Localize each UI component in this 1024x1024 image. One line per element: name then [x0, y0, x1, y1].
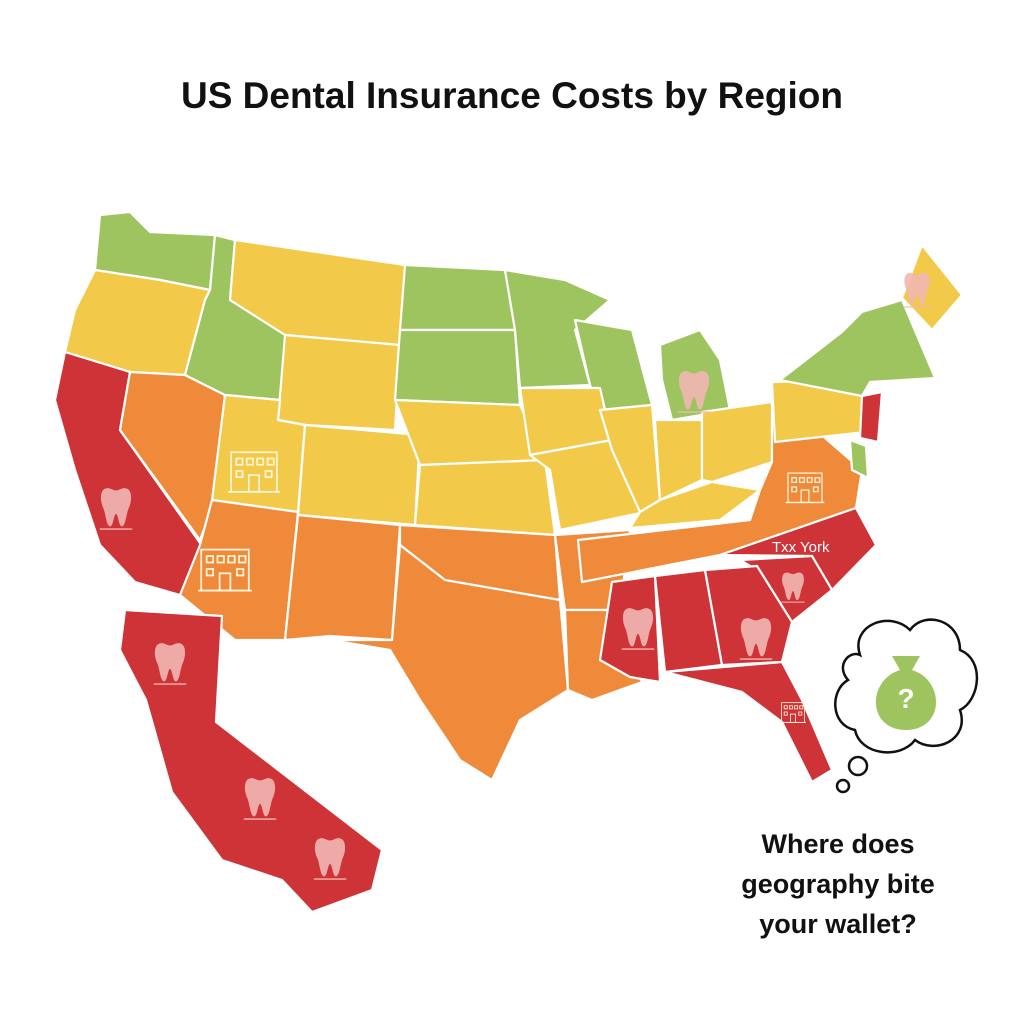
state [276, 333, 402, 432]
icons: Txx York [99, 272, 932, 880]
state [393, 328, 522, 407]
caption-line: your wallet? [759, 909, 917, 939]
caption: Where does geography bite your wallet? [741, 829, 935, 939]
state [900, 243, 964, 332]
state [703, 564, 794, 667]
state [503, 268, 612, 390]
bag-symbol: ? [897, 683, 914, 714]
bubble-dot [835, 778, 851, 794]
state [178, 498, 300, 642]
state [700, 400, 774, 484]
state [328, 543, 570, 782]
thought-bubble: ? [834, 618, 979, 794]
region-label: Txx York [772, 539, 830, 556]
us-map [53, 210, 964, 914]
caption-line: geography bite [741, 869, 935, 899]
state [296, 423, 422, 527]
state [663, 660, 834, 784]
state [398, 263, 517, 332]
title: US Dental Insurance Costs by Region [181, 75, 843, 116]
state [413, 458, 557, 537]
state [528, 438, 647, 532]
money-bag [875, 656, 937, 730]
state [848, 438, 870, 480]
state [858, 390, 884, 444]
state [283, 513, 402, 642]
state [778, 298, 937, 398]
caption-line: Where does [761, 829, 914, 859]
state-inset [118, 608, 384, 914]
bubble-dot [847, 755, 869, 777]
